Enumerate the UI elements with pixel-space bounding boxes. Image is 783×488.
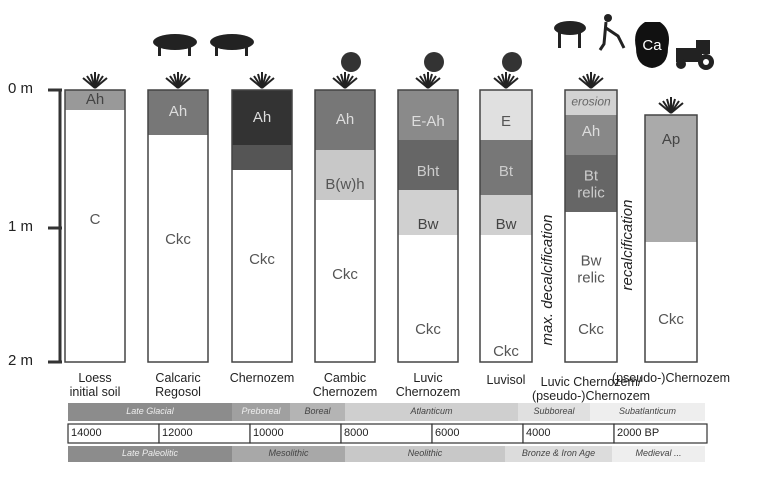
horizon-band bbox=[232, 145, 292, 170]
horizon-label: E-Ah bbox=[411, 114, 444, 131]
profile-name: Cambic Chernozem bbox=[313, 372, 378, 400]
tree bbox=[424, 52, 444, 72]
period-label: Boreal bbox=[304, 407, 330, 417]
horizon-label: Ah bbox=[86, 92, 104, 109]
profile-name: Chernozem bbox=[230, 372, 295, 386]
tree bbox=[502, 52, 522, 72]
horizon-label: Bht bbox=[417, 164, 440, 181]
animals bbox=[153, 14, 624, 56]
culture-label: Bronze & Iron Age bbox=[522, 449, 595, 459]
horizon-label: Ckc bbox=[249, 252, 275, 269]
horizon-label: Ah bbox=[253, 110, 271, 127]
profile-name: (pseudo-)Chernozem bbox=[612, 372, 730, 386]
profile-name: Calcaric Regosol bbox=[155, 372, 201, 400]
horizon-label: Bw bbox=[496, 217, 517, 234]
horizon-label: Ah bbox=[336, 112, 354, 129]
horizon-label: Ap bbox=[662, 132, 680, 149]
profile-name: Loess initial soil bbox=[70, 372, 121, 400]
year-label: 10000 bbox=[253, 427, 284, 439]
period-label: Preboreal bbox=[241, 407, 280, 417]
year-label: 4000 bbox=[526, 427, 550, 439]
horizon-label: Bt bbox=[499, 164, 513, 181]
horizon-label: B(w)h bbox=[325, 177, 364, 194]
horizon-label: Bw relic bbox=[577, 254, 605, 287]
horizon-label: Ckc bbox=[578, 322, 604, 339]
horizon-label: Bw bbox=[418, 217, 439, 234]
horizon-label: Bt relic bbox=[577, 169, 605, 202]
horizon-label: Ckc bbox=[415, 322, 441, 339]
horizon-label: Ckc bbox=[658, 312, 684, 329]
horizon-label: E bbox=[501, 114, 511, 131]
annotation: max. decalcification bbox=[540, 215, 557, 346]
year-label: 6000 bbox=[435, 427, 459, 439]
depth-axis bbox=[48, 90, 62, 362]
horizon-label: C bbox=[90, 212, 101, 229]
culture-label: Mesolithic bbox=[268, 449, 308, 459]
annotation: recalcification bbox=[620, 200, 637, 291]
culture-label: Medieval ... bbox=[635, 449, 681, 459]
depth-label: 1 m bbox=[8, 219, 33, 236]
horizon-label: Ah bbox=[582, 124, 600, 141]
tree bbox=[341, 52, 361, 72]
period-label: Atlanticum bbox=[410, 407, 452, 417]
depth-label: 2 m bbox=[8, 353, 33, 370]
period-label: Late Glacial bbox=[126, 407, 174, 417]
horizon-label: erosion bbox=[571, 95, 610, 108]
culture-label: Neolithic bbox=[408, 449, 443, 459]
year-label: 2000 BP bbox=[617, 427, 659, 439]
horizon-label: Ckc bbox=[332, 267, 358, 284]
period-label: Subboreal bbox=[533, 407, 574, 417]
year-label: 8000 bbox=[344, 427, 368, 439]
bag-label: Ca bbox=[642, 38, 661, 55]
culture-label: Late Paleolitic bbox=[122, 449, 178, 459]
horizon-label: Ckc bbox=[165, 232, 191, 249]
year-label: 14000 bbox=[71, 427, 102, 439]
depth-label: 0 m bbox=[8, 81, 33, 98]
profile-name: Luvic Chernozem bbox=[396, 372, 461, 400]
period-label: Subatlanticum bbox=[619, 407, 676, 417]
year-label: 12000 bbox=[162, 427, 193, 439]
horizon-label: Ckc bbox=[493, 344, 519, 361]
horizon-label: Ah bbox=[169, 104, 187, 121]
diagram: 0 m 1 m 2 m Ah C Loess initial soil Ah Ckc Calca… bbox=[0, 0, 783, 488]
profile-name: Luvisol bbox=[487, 374, 526, 388]
